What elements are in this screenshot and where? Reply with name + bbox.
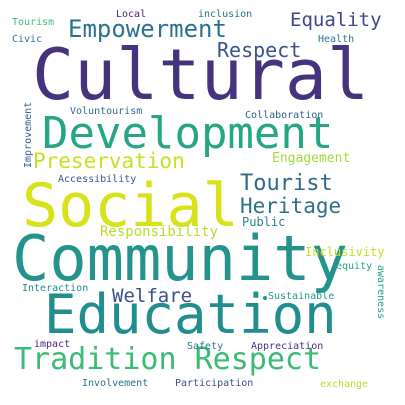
word-civic: Civic — [12, 34, 43, 45]
word-education: Education — [44, 283, 337, 346]
word-involvement: Involvement — [82, 378, 149, 389]
word-empowerment: Empowerment — [68, 15, 227, 43]
word-sustainable: Sustainable — [268, 291, 335, 302]
word-responsibility: Responsibility — [100, 224, 219, 240]
dot-mark — [263, 296, 267, 300]
word-accessibility: Accessibility — [58, 174, 137, 185]
word-heritage: Heritage — [240, 194, 342, 218]
word-engagement: Engagement — [272, 151, 351, 166]
word-cultural: Cultural — [32, 34, 370, 116]
word-tourist: Tourist — [240, 171, 333, 196]
word-respect: Respect — [217, 38, 302, 62]
word-inclusion: inclusion — [198, 9, 253, 20]
word-impact: impact — [34, 339, 71, 350]
word-equity: equity — [336, 261, 373, 272]
word-improvement: Improvement — [23, 101, 34, 168]
word-community: Community — [12, 222, 348, 295]
word-participation: Participation — [175, 378, 254, 389]
word-awareness: awareness — [375, 265, 386, 320]
word-public: Public — [242, 215, 286, 229]
word-appreciation: Appreciation — [251, 341, 324, 352]
word-health: Health — [318, 34, 355, 45]
word-exchange: exchange — [320, 379, 369, 390]
word-safety: Safety — [187, 341, 224, 352]
word-tradition-respect: Tradition Respect — [14, 342, 322, 377]
word-preservation: Preservation — [33, 149, 185, 173]
word-tourism: Tourism — [12, 17, 55, 28]
word-voluntourism: Voluntourism — [70, 106, 143, 117]
word-local: Local — [116, 9, 147, 20]
word-inclusivity: Inclusivity — [305, 245, 385, 259]
word-collaboration: Collaboration — [245, 110, 324, 121]
word-development: Development — [42, 108, 334, 159]
word-equality: Equality — [290, 9, 382, 31]
word-welfare: Welfare — [112, 285, 193, 307]
word-interaction: Interaction — [22, 283, 89, 294]
word-social: Social — [22, 171, 239, 241]
